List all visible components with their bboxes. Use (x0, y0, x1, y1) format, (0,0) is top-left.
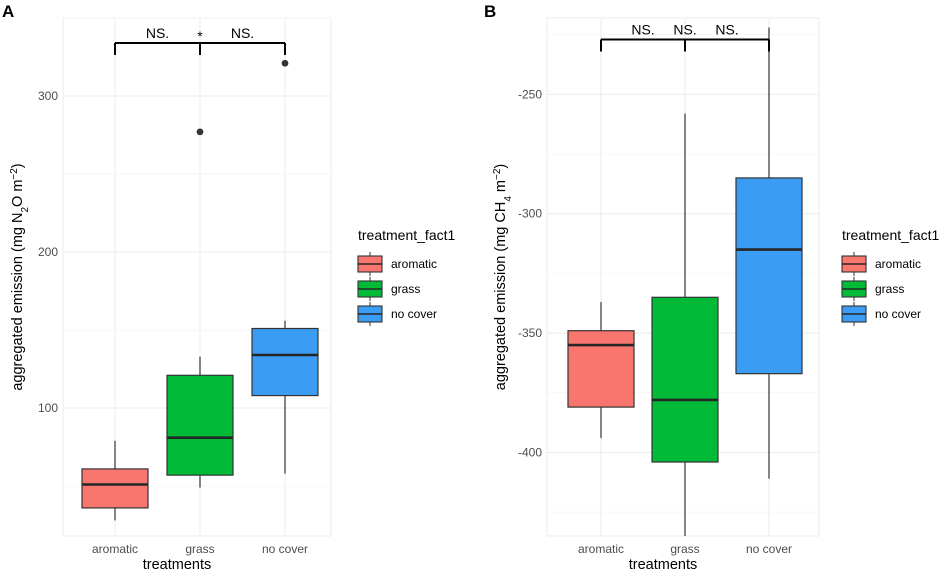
significance-bracket: NS. (114, 25, 201, 55)
y-axis-title-sup: −2 (492, 168, 503, 180)
panel-A: A 100 200 300 aromatic grass no cover NS. NS. * tr… (2, 2, 455, 572)
box-body (651, 296, 719, 463)
significance-label: NS. (673, 21, 696, 37)
legend-label: aromatic (875, 257, 921, 271)
legend-title: treatment_fact1 (842, 227, 939, 243)
y-axis-title-mid: O m (10, 180, 26, 207)
legend-key-grass (357, 277, 383, 301)
box-body (567, 330, 635, 408)
y-tick-label: -350 (518, 326, 542, 340)
significance-bracket: NS. (199, 25, 286, 55)
y-axis-title-prefix: aggregated emission (mg CH (493, 202, 509, 391)
y-tick-label: 100 (38, 401, 58, 415)
x-tick-label: grass (185, 542, 214, 556)
box-body (735, 177, 803, 375)
significance-bracket: NS. (684, 21, 770, 52)
y-axis-title: aggregated emission (mg CH4 m−2) (492, 164, 514, 391)
legend: treatment_fact1 aromatic grass no cover (841, 227, 939, 326)
box-grass (651, 113, 719, 536)
y-axis-title-suffix: ) (493, 164, 509, 169)
y-tick-label: -400 (518, 445, 542, 459)
legend-key-aromatic (841, 252, 867, 276)
outlier-point (281, 59, 289, 67)
box-no-cover (251, 59, 319, 474)
y-tick-label: -300 (518, 207, 542, 221)
significance-marker: * (197, 28, 203, 44)
legend-key-aromatic (357, 252, 383, 276)
outlier-point (196, 128, 204, 136)
box-aromatic (81, 440, 149, 521)
box-body (251, 327, 319, 397)
significance-label: NS. (231, 25, 254, 41)
y-tick-label: 200 (38, 245, 58, 259)
legend: treatment_fact1 aromatic grass no cover (357, 227, 455, 326)
x-axis-title: treatments (629, 557, 698, 572)
legend-key-grass (841, 277, 867, 301)
box-body (81, 468, 149, 509)
y-axis-title-sup: −2 (9, 168, 20, 180)
panel-B: B -400 -350 -300 -250 aromatic grass no cover NS… (484, 2, 939, 572)
box-no-cover (735, 27, 803, 479)
y-axis-title-suffix: ) (10, 163, 26, 168)
y-axis-title-sub: 2 (20, 207, 31, 213)
legend-title: treatment_fact1 (358, 227, 455, 243)
y-axis-title-sub: 4 (503, 196, 514, 202)
x-axis-title: treatments (143, 557, 212, 572)
legend-label: grass (875, 282, 904, 296)
significance-label: NS. (631, 21, 654, 37)
y-tick-label: 300 (38, 89, 58, 103)
x-tick-label: aromatic (578, 542, 624, 556)
significance-label: NS. (146, 25, 169, 41)
legend-key-no-cover (357, 302, 383, 326)
x-tick-label: grass (670, 542, 699, 556)
y-axis-title-mid: m (493, 180, 509, 196)
y-axis-title: aggregated emission (mg N2O m−2) (9, 163, 31, 390)
box-body (166, 374, 234, 476)
x-tick-label: no cover (262, 542, 308, 556)
legend-label: no cover (875, 307, 921, 321)
y-axis-title-prefix: aggregated emission (mg N (10, 213, 26, 391)
box-aromatic (567, 302, 635, 439)
legend-label: no cover (391, 307, 437, 321)
y-tick-label: -250 (518, 87, 542, 101)
legend-key-no-cover (841, 302, 867, 326)
legend-label: aromatic (391, 257, 437, 271)
x-tick-label: no cover (746, 542, 792, 556)
x-tick-label: aromatic (92, 542, 138, 556)
legend-label: grass (391, 282, 420, 296)
box-grass (166, 128, 234, 488)
panel-letter: B (484, 2, 496, 21)
panel-letter: A (2, 2, 14, 21)
significance-label: NS. (715, 21, 738, 37)
